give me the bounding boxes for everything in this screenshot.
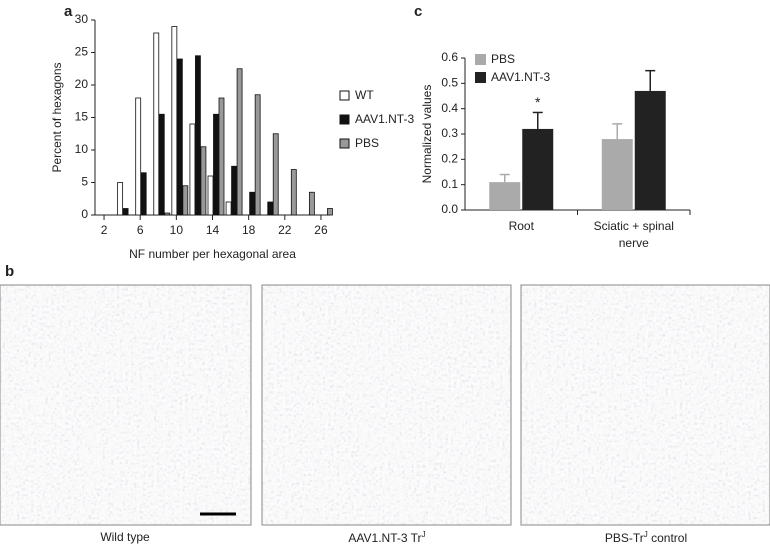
legend-label: AAV1.NT-3: [491, 70, 550, 84]
x-tick-label: 22: [278, 223, 292, 237]
bar: [200, 146, 207, 216]
bar: [195, 55, 201, 216]
caption-sup: J: [421, 530, 426, 539]
bar: [601, 139, 633, 210]
y-axis-title: Normalized values: [420, 85, 434, 184]
bar: [153, 32, 160, 216]
panel-label: c: [414, 3, 422, 20]
annotation: *: [535, 94, 541, 110]
micrograph-frame: [0, 284, 252, 526]
y-tick-label: 0.4: [441, 101, 458, 115]
bar: [218, 97, 225, 216]
bar: [189, 123, 196, 216]
y-tick-label: 0.1: [441, 177, 458, 191]
micrograph: [0, 285, 251, 525]
bar: [135, 97, 142, 216]
legend-label: PBS: [355, 136, 379, 150]
bar: [236, 68, 243, 216]
panel-label: b: [5, 263, 14, 280]
legend-swatch: [475, 72, 486, 83]
bar: [290, 169, 297, 216]
micrograph-frame: [520, 284, 770, 526]
bar: [254, 94, 261, 216]
bar: [249, 191, 256, 216]
caption-text: Wild type: [100, 530, 150, 544]
y-tick-label: 15: [75, 110, 89, 124]
y-tick-label: 0.6: [441, 50, 458, 64]
y-tick-label: 0.0: [441, 202, 458, 216]
x-tick-label: Root: [508, 219, 534, 233]
caption: PBS-TrJ control: [521, 530, 770, 545]
bar: [171, 26, 178, 216]
x-tick-label: Sciatic + spinal nerve: [593, 219, 674, 250]
bar: [225, 201, 232, 216]
caption-text: PBS-Tr: [604, 531, 644, 545]
bar: [634, 90, 666, 210]
bar: [489, 182, 521, 210]
x-tick-label: 10: [170, 223, 184, 237]
x-tick-label: 2: [101, 223, 108, 237]
bar: [158, 113, 165, 216]
bar: [308, 191, 315, 216]
x-tick-label: 18: [242, 223, 256, 237]
micrograph-frame: [261, 284, 512, 526]
legend-swatch: [339, 114, 350, 125]
bar: [182, 185, 189, 216]
caption: AAV1.NT-3 TrJ: [262, 530, 512, 545]
y-tick-label: 0.5: [441, 76, 458, 90]
y-tick-label: 20: [75, 77, 89, 91]
caption-text: AAV1.NT-3 Tr: [348, 531, 422, 545]
legend-swatch: [475, 54, 486, 65]
bar: [164, 212, 171, 216]
bar: [522, 128, 554, 210]
x-axis-title: NF number per hexagonal area: [129, 247, 296, 261]
caption: Wild type: [0, 530, 250, 544]
y-tick-label: 0.2: [441, 152, 458, 166]
caption-text: control: [647, 531, 688, 545]
bar: [207, 175, 214, 216]
y-tick-label: 0.3: [441, 126, 458, 140]
x-tick-label: 14: [206, 223, 220, 237]
bar: [272, 133, 279, 216]
y-axis-title: Percent of hexagons: [50, 62, 64, 172]
micrograph: [262, 285, 511, 525]
panel-label: a: [64, 3, 73, 20]
bar: [231, 165, 237, 216]
y-tick-label: 25: [75, 45, 89, 59]
bar: [140, 172, 147, 216]
legend-swatch: [339, 138, 350, 149]
y-tick-label: 0: [81, 207, 88, 221]
micrograph: [521, 285, 770, 525]
y-tick-label: 30: [75, 12, 89, 26]
legend-label: PBS: [491, 52, 515, 66]
bar: [327, 208, 333, 216]
bar: [176, 58, 183, 216]
bar: [213, 113, 219, 216]
y-tick-label: 10: [75, 142, 89, 156]
bar: [122, 208, 129, 216]
legend-swatch: [339, 90, 350, 101]
caption-sup: J: [643, 530, 648, 539]
x-tick-label: 26: [314, 223, 328, 237]
y-tick-label: 5: [81, 175, 88, 189]
legend-label: WT: [355, 88, 374, 102]
bar: [267, 201, 274, 216]
bar: [117, 182, 124, 216]
legend-label: AAV1.NT-3: [355, 112, 414, 126]
x-tick-label: 6: [137, 223, 144, 237]
